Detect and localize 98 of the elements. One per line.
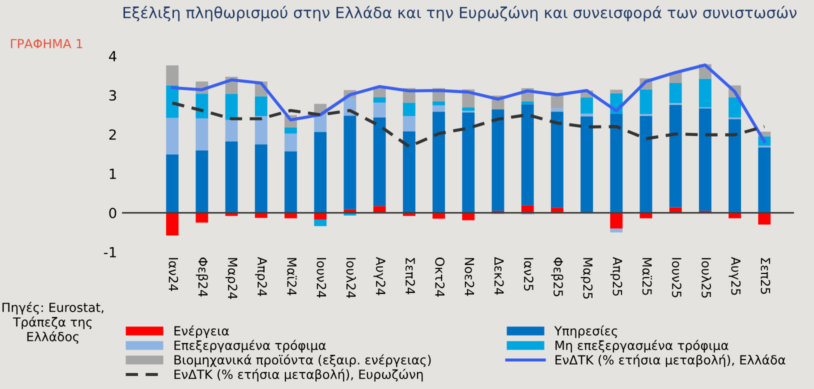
y-tick-label: 2 [109, 129, 116, 140]
bar [196, 212, 208, 223]
x-tick-label: Μαρ24 [225, 258, 238, 300]
x-tick-label: Ιουν25 [672, 258, 682, 298]
line-series [170, 102, 766, 148]
text: Πηγές: Eurostat, Τράπεζα της Ελλάδος [2, 302, 104, 344]
bar [225, 94, 238, 120]
x-tick-label: Ιαν24 [168, 258, 178, 291]
bar [610, 90, 623, 94]
bar [284, 127, 297, 134]
x-tick-label: Απρ24 [255, 256, 267, 296]
bar [373, 88, 386, 98]
bar [580, 114, 593, 116]
bar [196, 118, 208, 150]
bar [432, 101, 445, 106]
bar [284, 151, 297, 213]
bar [373, 97, 386, 103]
bar [402, 102, 416, 116]
bar [225, 141, 238, 213]
bar [521, 101, 534, 104]
legend-label: Μη επεξεργασμένα τρόφιμα [556, 340, 728, 353]
bar [166, 154, 179, 213]
bar [284, 134, 297, 152]
bar [758, 212, 771, 225]
bar [314, 212, 327, 220]
bar [610, 114, 623, 213]
y-tick-label: -1 [104, 247, 116, 258]
x-tick-label: Μαϊ25 [642, 258, 652, 295]
x-tick-label: Ιαν25 [524, 258, 534, 291]
y-tick-label: 4 [108, 51, 116, 62]
bar [698, 108, 712, 211]
bar [462, 107, 475, 111]
bar [166, 212, 179, 236]
y-tick-label: 0 [109, 208, 116, 218]
x-tick-label: Οκτ24 [435, 258, 445, 297]
bar [196, 94, 208, 118]
legend-label: Επεξεργασμένα τρόφιμα [174, 340, 326, 353]
bar [758, 147, 771, 213]
x-tick-label: Νοε24 [464, 258, 474, 296]
x-tick-label: Αυγ25 [728, 256, 741, 295]
bar [728, 98, 742, 118]
bar [580, 98, 593, 114]
text: ΓΡΑΦΗΜΑ 1 [10, 39, 82, 48]
bar [640, 116, 652, 213]
bar [521, 104, 534, 206]
bar [254, 144, 268, 213]
x-tick-label: Σεπ24 [405, 258, 415, 294]
bar [254, 116, 268, 144]
bar [166, 65, 179, 86]
legend-label: Υπηρεσίες [554, 325, 618, 338]
legend-label: Ενέργεια [174, 325, 229, 338]
x-tick-label: Φεβ24 [196, 258, 208, 297]
bar [550, 112, 564, 208]
bar [432, 112, 445, 213]
bar [669, 83, 682, 104]
bar [610, 228, 623, 232]
bar [373, 118, 386, 206]
bar [728, 119, 742, 213]
legend-label: ΕνΔΤΚ (% ετήσια μεταβολή), Ελλάδα [556, 354, 786, 367]
bar [580, 116, 593, 213]
bar [550, 94, 564, 108]
bar [196, 150, 208, 213]
bar [314, 219, 327, 226]
x-tick-label: Απρ25 [610, 256, 622, 296]
chart-title: Εξέλιξη πληθωρισμού στην Ελλάδα και την Ευρωζώνη και συνεισφορά των συνιστωσών [124, 6, 797, 22]
bar [166, 118, 179, 154]
bar [640, 89, 652, 114]
y-tick-label: 3 [109, 90, 116, 101]
bar [698, 78, 712, 108]
bar [550, 108, 564, 112]
x-tick-label: Μαϊ24 [287, 258, 297, 296]
legend-label: Βιομηχανικά προϊόντα (εξαιρ. ενέργειας) [174, 354, 431, 367]
x-tick-label: Ιουν24 [316, 258, 326, 298]
bar [492, 109, 504, 211]
legend-label: ΕνΔΤΚ (% ετήσια μεταβολή), Ευρωζώνη [174, 368, 423, 382]
bar [610, 212, 623, 228]
bar [728, 212, 742, 218]
x-tick-label: Δεκ24 [494, 256, 504, 295]
x-tick-label: Αυγ24 [374, 256, 386, 296]
x-tick-label: Ιουλ25 [702, 258, 712, 298]
bar [314, 114, 327, 132]
x-tick-label: Μαρ25 [580, 258, 593, 299]
bar [462, 112, 475, 213]
y-tick-label: 1 [110, 168, 116, 179]
bar [344, 116, 356, 210]
bar [402, 116, 416, 132]
x-tick-label: Φεβ25 [551, 258, 564, 296]
x-tick-label: Ιουλ24 [346, 258, 356, 298]
bar [402, 131, 416, 213]
bar [432, 105, 445, 112]
bar [284, 212, 297, 218]
bar [373, 102, 386, 118]
bar [669, 105, 682, 208]
bar [225, 120, 238, 142]
x-tick-label: Σεπ25 [760, 258, 770, 294]
bar [254, 96, 268, 116]
bar [314, 132, 327, 213]
line-series [170, 63, 766, 143]
